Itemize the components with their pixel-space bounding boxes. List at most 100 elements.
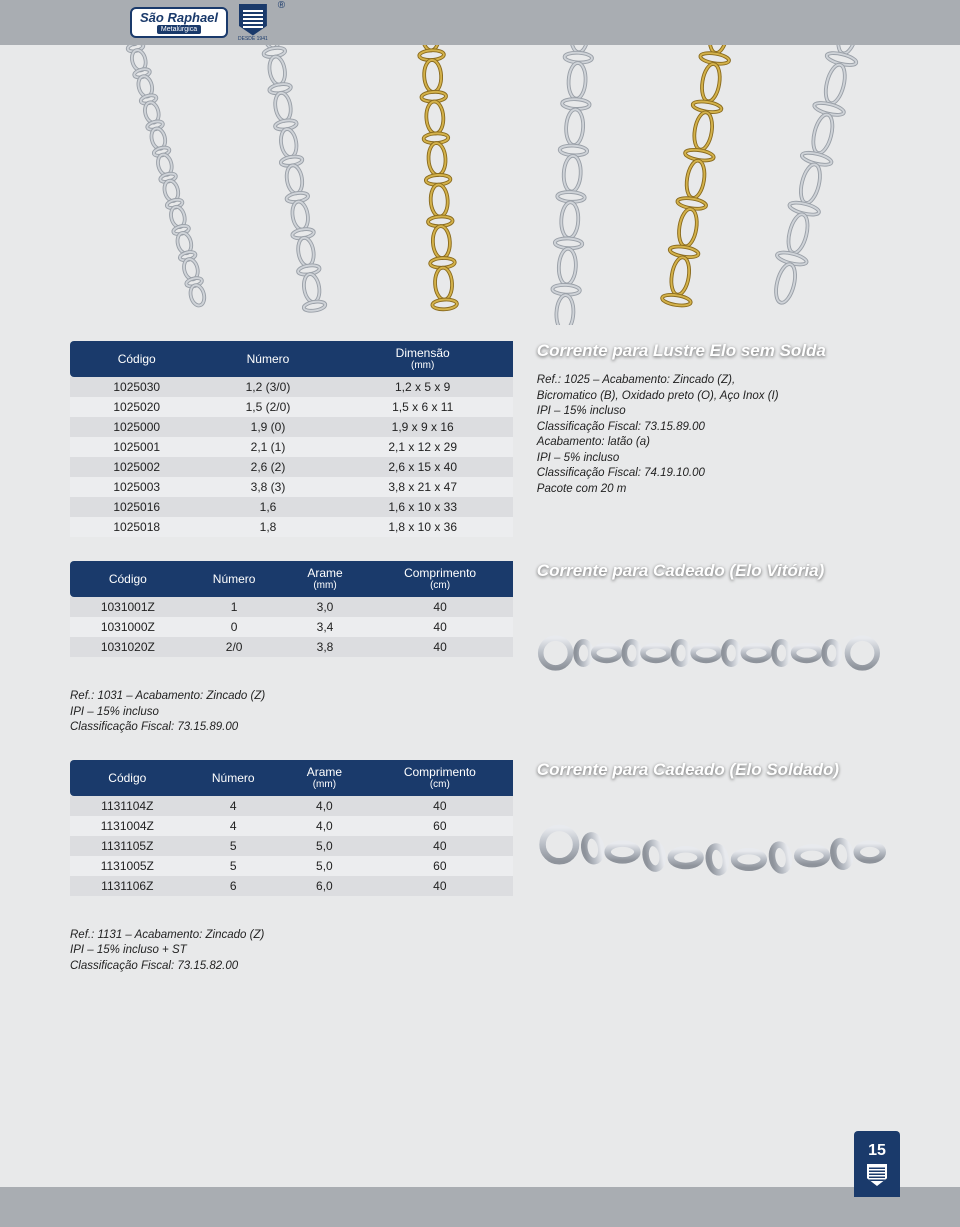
- hanging-chain-icon: [111, 45, 227, 325]
- chain-ring-icon: [537, 822, 890, 882]
- table-cell: 2,1 x 12 x 29: [333, 437, 513, 457]
- table-cell: 1031020Z: [70, 637, 186, 657]
- table-cell: 1025001: [70, 437, 203, 457]
- table-soldado: Código Número Arame (mm) Comprimento (cm: [70, 760, 513, 896]
- table-cell: 40: [367, 876, 513, 896]
- section1-title: Corrente para Lustre Elo sem Solda: [537, 341, 890, 361]
- table-cell: 1,6 x 10 x 33: [333, 497, 513, 517]
- chain-illustration-band: [0, 45, 960, 325]
- table-row: 10250001,9 (0)1,9 x 9 x 16: [70, 417, 513, 437]
- table-cell: 1031000Z: [70, 617, 186, 637]
- table-cell: 5: [185, 856, 282, 876]
- hanging-chain-icon: [250, 45, 340, 325]
- th-numero: Número: [203, 341, 332, 377]
- table-row: 10250181,81,8 x 10 x 36: [70, 517, 513, 537]
- page-number-box: 15: [854, 1131, 900, 1197]
- table-cell: 0: [186, 617, 283, 637]
- table-cell: 1025016: [70, 497, 203, 517]
- th-arame-unit: (mm): [291, 580, 360, 591]
- th-numero: Número: [186, 561, 283, 597]
- table-cell: 5,0: [282, 836, 367, 856]
- table-cell: 3,8: [283, 637, 368, 657]
- table-cell: 5: [185, 836, 282, 856]
- table-cell: 3,4: [283, 617, 368, 637]
- section-soldado: Código Número Arame (mm) Comprimento (cm: [70, 760, 890, 975]
- table-cell: 1025000: [70, 417, 203, 437]
- table-cell: 4,0: [282, 816, 367, 836]
- th-comp-label: Comprimento: [375, 766, 505, 779]
- note-line: IPI – 5% incluso: [537, 451, 890, 467]
- th-dimensao: Dimensão (mm): [333, 341, 513, 377]
- th-arame-unit: (mm): [290, 779, 359, 790]
- th-comp: Comprimento (cm): [367, 760, 513, 796]
- table-row: 1131005Z55,060: [70, 856, 513, 876]
- table-row: 1031001Z13,040: [70, 597, 513, 617]
- table-cell: 1025030: [70, 377, 203, 397]
- table-row: 10250033,8 (3)3,8 x 21 x 47: [70, 477, 513, 497]
- table-cell: 1025020: [70, 397, 203, 417]
- note-line: Classificação Fiscal: 73.15.89.00: [537, 420, 890, 436]
- table-cell: 1,9 x 9 x 16: [333, 417, 513, 437]
- table-cell: 3,8 (3): [203, 477, 332, 497]
- th-arame: Arame (mm): [283, 561, 368, 597]
- brand-logo: São Raphael Metalúrgica: [130, 7, 228, 38]
- brand-name: São Raphael: [140, 11, 218, 24]
- th-comp: Comprimento (cm): [367, 561, 512, 597]
- hanging-chain-icon: [543, 45, 600, 325]
- section1-side: Corrente para Lustre Elo sem Solda Ref.:…: [537, 341, 890, 497]
- table-row: 1131104Z44,040: [70, 796, 513, 816]
- th-codigo: Código: [70, 760, 185, 796]
- note-line: Classificação Fiscal: 74.19.10.00: [537, 466, 890, 482]
- table-cell: 1131106Z: [70, 876, 185, 896]
- th-codigo: Código: [70, 561, 186, 597]
- table-cell: 1025002: [70, 457, 203, 477]
- table-cell: 1,8: [203, 517, 332, 537]
- table-row: 10250201,5 (2/0)1,5 x 6 x 11: [70, 397, 513, 417]
- table-row: 1131004Z44,060: [70, 816, 513, 836]
- section3-note: Ref.: 1131 – Acabamento: Zincado (Z)IPI …: [70, 928, 890, 975]
- table-row: 10250022,6 (2)2,6 x 15 x 40: [70, 457, 513, 477]
- hanging-chain-icon: [753, 45, 869, 325]
- table-row: 1031000Z03,440: [70, 617, 513, 637]
- brand-shield-wrap: DESDE 1941: [238, 4, 268, 42]
- table-row: 1031020Z2/03,840: [70, 637, 513, 657]
- th-arame-label: Arame: [290, 766, 359, 779]
- section2-title: Corrente para Cadeado (Elo Vitória): [537, 561, 890, 581]
- table-cell: 40: [367, 617, 512, 637]
- th-arame-label: Arame: [291, 567, 360, 580]
- note-line: Ref.: 1131 – Acabamento: Zincado (Z): [70, 928, 890, 944]
- table-cell: 4,0: [282, 796, 367, 816]
- th-comp-label: Comprimento: [375, 567, 504, 580]
- table-cell: 1,2 (3/0): [203, 377, 332, 397]
- page-number: 15: [868, 1142, 886, 1160]
- registered-icon: ®: [278, 0, 285, 11]
- section-vitoria: Código Número Arame (mm) Comprimento (cm: [70, 561, 890, 736]
- table-cell: 1131005Z: [70, 856, 185, 876]
- note-line: Classificação Fiscal: 73.15.82.00: [70, 959, 890, 975]
- th-arame: Arame (mm): [282, 760, 367, 796]
- section3-title: Corrente para Cadeado (Elo Soldado): [537, 760, 890, 780]
- table-cell: 1,2 x 5 x 9: [333, 377, 513, 397]
- table-cell: 6,0: [282, 876, 367, 896]
- table-cell: 60: [367, 816, 513, 836]
- table-cell: 1,8 x 10 x 36: [333, 517, 513, 537]
- table-cell: 1,9 (0): [203, 417, 332, 437]
- hanging-chain-icon: [410, 45, 467, 325]
- chain-ring-icon: [537, 623, 890, 683]
- table-cell: 2/0: [186, 637, 283, 657]
- table-lustre: Código Número Dimensão (mm) 10250301,2 (…: [70, 341, 513, 537]
- th-codigo: Código: [70, 341, 203, 377]
- note-line: Ref.: 1025 – Acabamento: Zincado (Z),: [537, 373, 890, 389]
- table-cell: 1,5 x 6 x 11: [333, 397, 513, 417]
- table-cell: 4: [185, 816, 282, 836]
- table-cell: 3,0: [283, 597, 368, 617]
- th-comp-unit: (cm): [375, 580, 504, 591]
- table-cell: 1131104Z: [70, 796, 185, 816]
- shield-icon: [867, 1164, 887, 1186]
- page-footer-band: [0, 1187, 960, 1227]
- section3-side: Corrente para Cadeado (Elo Soldado): [537, 760, 890, 882]
- th-numero: Número: [185, 760, 282, 796]
- table-row: 10250301,2 (3/0)1,2 x 5 x 9: [70, 377, 513, 397]
- table-cell: 2,1 (1): [203, 437, 332, 457]
- brand-since: DESDE 1941: [238, 36, 268, 42]
